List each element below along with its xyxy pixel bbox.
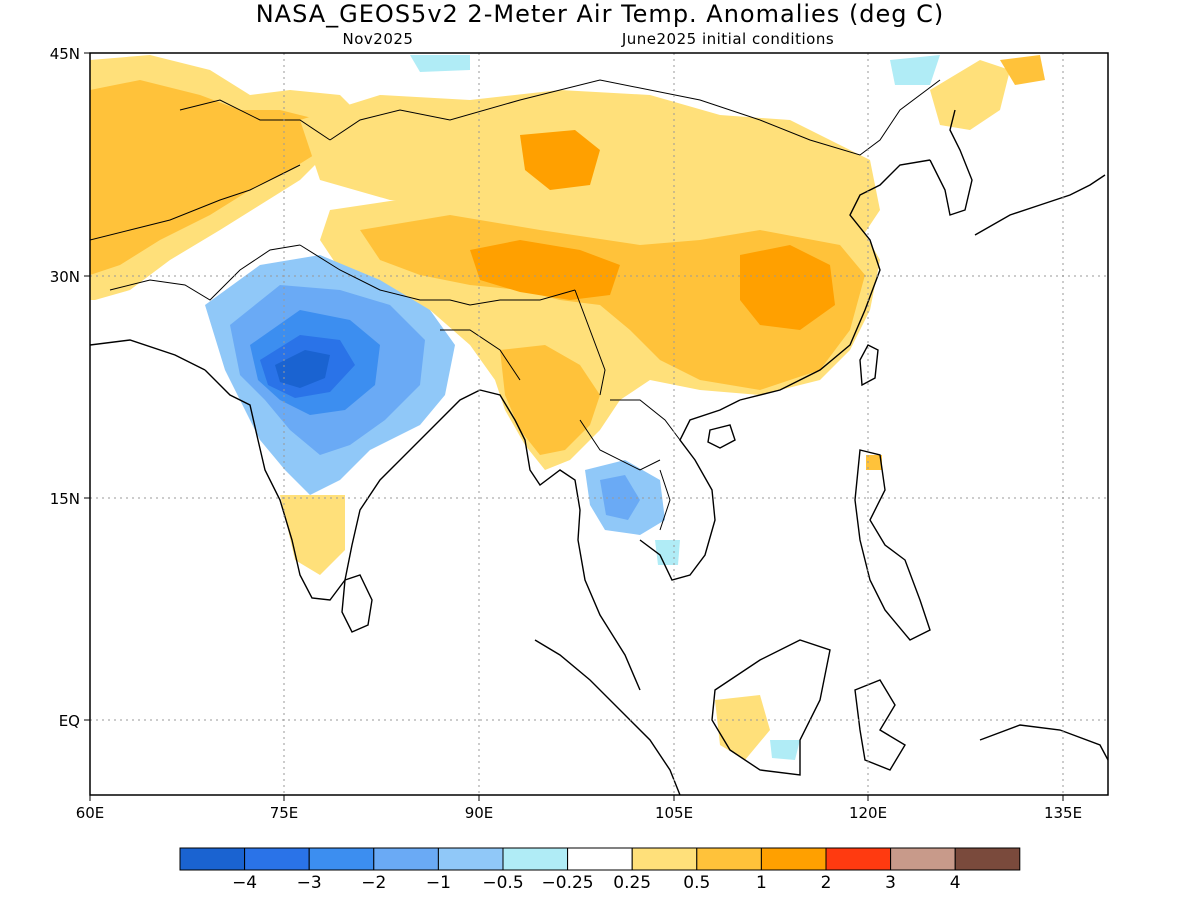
colorbar-label: 1 [756,873,767,893]
colorbar-label: −3 [297,873,322,893]
colorbar-swatch [890,847,956,871]
initial-conditions: June2025 initial conditions [621,30,834,48]
lon-tick-label: 75E [270,804,299,822]
anomaly-borneo-weak-cool [770,740,800,760]
colorbar-label: −0.5 [482,873,523,893]
lat-axis: 45N 30N 15N EQ [50,45,90,730]
anomaly-vietnam-weak-cool [655,540,680,565]
coastline-sumatra [534,639,681,795]
colorbar-swatch [567,847,633,871]
coastline-japan [974,174,1106,236]
colorbar-swatch [760,847,827,871]
colorbar-label: 3 [885,873,896,893]
lon-tick-label: 90E [465,804,494,822]
colorbar-swatch [631,847,698,871]
coastline-china [739,159,931,401]
coastlines [90,109,1108,795]
anomaly-china-strong-warm [740,245,835,330]
coastline-myanmar [479,389,641,691]
anomaly-philippines-warm [866,455,882,470]
colorbar: −4 −3 −2 −1 −0.5 −0.25 0.25 0.5 1 2 3 4 [179,847,1021,893]
anomaly-iran-warm [95,135,190,255]
colorbar-label: −4 [232,873,257,893]
coastline-india [204,369,481,601]
colorbar-label: 4 [950,873,961,893]
coastline-indochina [639,399,741,581]
coastline-new-guinea [979,724,1108,761]
lon-tick-label: 120E [849,804,887,822]
anomaly-mongolia-weak-cool-2 [890,55,940,85]
coastline-hainan [707,424,736,449]
map-title: NASA_GEOS5v2 2-Meter Air Temp. Anomalies… [256,0,945,28]
lon-axis: 60E 75E 90E 105E 120E 135E [76,795,1082,822]
lat-tick-label: 15N [50,490,80,508]
anomaly-korea-weak-warm [930,60,1010,130]
coastline-taiwan [859,344,879,387]
anomaly-south-india-weak-warm [280,495,345,575]
coastline-korea [929,109,973,216]
country-borders [90,79,941,531]
colorbar-label: −2 [361,873,386,893]
lat-tick-label: EQ [59,712,80,730]
colorbar-swatch [954,847,1021,871]
forecast-month: Nov2025 [343,30,414,48]
coastline-arabian-sea [90,339,206,371]
colorbar-swatch [437,847,504,871]
lat-tick-label: 30N [50,268,80,286]
colorbar-label: −1 [426,873,451,893]
anomaly-borneo-weak-warm [715,695,770,760]
cool-anomaly-layer [205,55,940,760]
map-area [90,53,1108,795]
anomaly-korea-warm [1000,55,1045,85]
lon-tick-label: 60E [76,804,105,822]
coastline-philippines [854,449,931,641]
colorbar-swatch [244,847,310,871]
anomaly-indochina-warm [500,345,600,455]
colorbar-label: 2 [821,873,832,893]
lon-tick-label: 135E [1044,804,1082,822]
colorbar-swatch [308,847,375,871]
map-frame [89,52,1109,796]
coastline-sri-lanka [341,574,373,633]
colorbar-label: 0.25 [613,873,651,893]
colorbar-label: −0.25 [542,873,594,893]
lat-lon-grid [90,53,1108,795]
colorbar-swatch [179,847,246,871]
colorbar-swatch [373,847,439,871]
anomaly-xinjiang-strong-warm [520,130,600,190]
warm-anomaly-layer [90,55,1045,760]
colorbar-swatch [696,847,762,871]
coastline-borneo [711,639,831,776]
colorbar-swatch [825,847,892,871]
anomaly-india-coldest [275,350,330,388]
lat-tick-label: 45N [50,45,80,63]
colorbar-label: 0.5 [683,873,710,893]
lon-tick-label: 105E [655,804,693,822]
anomaly-mongolia-weak-cool [410,55,470,72]
colorbar-swatch [502,847,569,871]
coastline-sulawesi [854,679,906,771]
anomaly-tibet-strong-warm [470,240,620,300]
